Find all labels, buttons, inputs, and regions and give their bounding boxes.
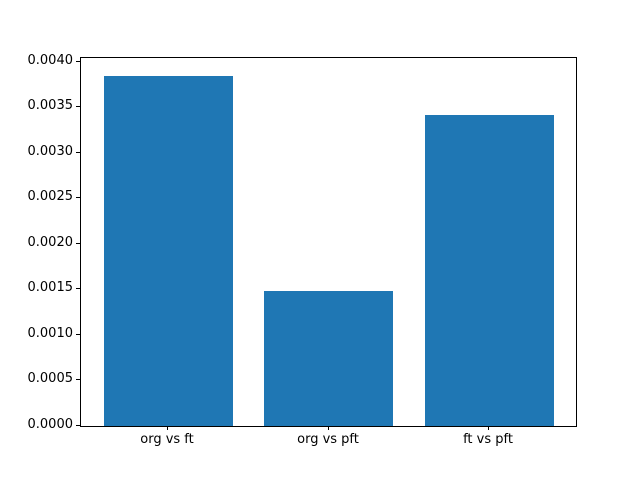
bar-org-vs-ft (104, 76, 233, 426)
y-tick-mark (76, 243, 80, 244)
y-tick-label: 0.0035 (27, 98, 74, 113)
y-tick-mark (76, 425, 80, 426)
x-tick-mark (167, 426, 168, 430)
y-tick-mark (76, 197, 80, 198)
bar-ft-vs-pft (425, 115, 554, 426)
y-tick-label: 0.0000 (27, 417, 74, 432)
y-tick-mark (76, 61, 80, 62)
y-tick-label: 0.0025 (27, 189, 74, 204)
plot-area (80, 57, 577, 427)
y-tick-mark (76, 288, 80, 289)
y-tick-mark (76, 334, 80, 335)
y-tick-mark (76, 106, 80, 107)
y-tick-label: 0.0005 (27, 371, 74, 386)
x-tick-label: org vs pft (297, 432, 359, 447)
y-tick-label: 0.0020 (27, 235, 74, 250)
x-tick-label: org vs ft (140, 432, 194, 447)
y-tick-label: 0.0030 (27, 144, 74, 159)
y-tick-label: 0.0010 (27, 326, 74, 341)
bar-org-vs-pft (264, 291, 393, 426)
x-tick-label: ft vs pft (463, 432, 513, 447)
x-tick-mark (488, 426, 489, 430)
x-tick-mark (328, 426, 329, 430)
y-tick-mark (76, 379, 80, 380)
y-tick-label: 0.0015 (27, 280, 74, 295)
y-tick-mark (76, 152, 80, 153)
y-tick-label: 0.0040 (27, 53, 74, 68)
